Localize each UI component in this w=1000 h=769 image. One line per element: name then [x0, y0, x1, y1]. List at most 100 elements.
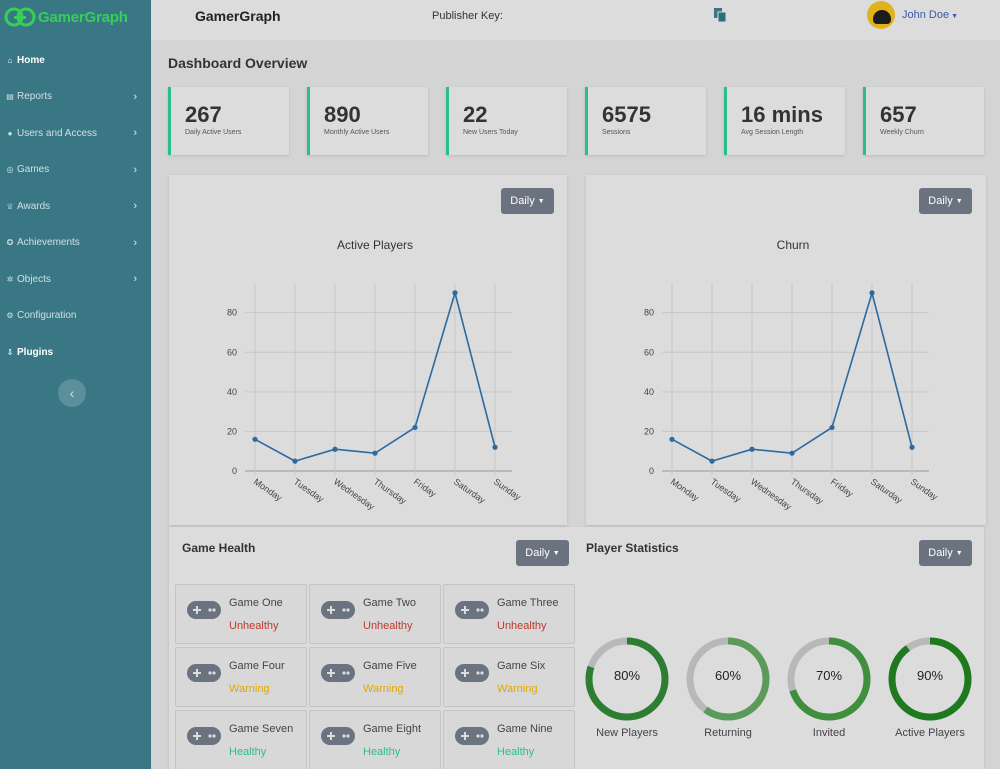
data-point[interactable]: [749, 446, 755, 452]
game-card[interactable]: Game Five Warning: [309, 647, 441, 707]
player-statistics-period-dropdown[interactable]: Daily ▼: [919, 540, 972, 566]
chevron-right-icon: ›: [133, 200, 137, 213]
avatar[interactable]: [867, 1, 895, 29]
data-point[interactable]: [869, 290, 875, 296]
game-card[interactable]: Game Seven Healthy: [175, 710, 307, 769]
ring-percent: 90%: [916, 668, 944, 683]
y-tick-label: 80: [227, 308, 237, 318]
sidebar-item-objects[interactable]: ✲ Objects ›: [0, 261, 151, 298]
chart-title: Active Players: [336, 238, 414, 252]
sidebar-collapse-button[interactable]: ‹: [58, 379, 86, 407]
dropdown-label: Daily: [525, 547, 550, 559]
stat-card: 6575 Sessions: [585, 87, 706, 155]
active-players-panel: Daily ▼ Active Players 0 20 40 60 80 Monday Tue…: [169, 175, 567, 525]
brand[interactable]: GamerGraph: [0, 0, 151, 34]
ring-percent: 80%: [613, 668, 641, 683]
stat-value: 657: [880, 102, 917, 127]
brand-name: GamerGraph: [38, 8, 128, 26]
game-card[interactable]: Game Nine Healthy: [443, 710, 575, 769]
game-name: Game Four: [229, 660, 285, 672]
x-tick-label: Sunday: [909, 476, 940, 502]
app-title: GamerGraph: [195, 8, 281, 24]
sidebar-item-plugins[interactable]: ⇩ Plugins: [0, 334, 151, 371]
sidebar-item-configuration[interactable]: ⚙ Configuration: [0, 298, 151, 335]
page-title: Dashboard Overview: [168, 55, 308, 71]
data-point[interactable]: [829, 424, 835, 431]
sidebar-item-users-and-access[interactable]: ● Users and Access ›: [0, 115, 151, 152]
ring-percent: 60%: [714, 668, 742, 683]
ring-graphic: [787, 637, 871, 721]
user-menu[interactable]: John Doe ▼: [902, 9, 959, 21]
gear-icon: ⚙: [6, 311, 14, 321]
progress-ring: 90%: [887, 636, 973, 722]
x-tick-label: Monday: [252, 476, 284, 503]
game-status: Unhealthy: [497, 620, 547, 632]
ring-graphic: [888, 637, 972, 721]
game-name: Game Five: [363, 660, 417, 672]
game-card[interactable]: Game Two Unhealthy: [309, 584, 441, 644]
trophy-icon: ♕: [6, 201, 14, 211]
game-card[interactable]: Game Eight Healthy: [309, 710, 441, 769]
player-statistics-title: Player Statistics: [586, 541, 679, 555]
dropdown-label: Daily: [928, 195, 953, 207]
game-name: Game One: [229, 597, 283, 609]
chevron-right-icon: ›: [133, 236, 137, 249]
dropdown-label: Daily: [510, 195, 535, 207]
y-tick-label: 80: [644, 308, 654, 318]
game-card[interactable]: Game Four Warning: [175, 647, 307, 707]
bottom-panel: Game Health Daily ▼ Game One Unhealthy Game…: [169, 527, 984, 769]
data-point[interactable]: [292, 458, 298, 464]
game-health-period-dropdown[interactable]: Daily ▼: [516, 540, 569, 566]
churn-panel: Daily ▼ Churn 0 20 40 60 80 Monday Tuesday Wedne…: [586, 175, 986, 525]
data-point[interactable]: [452, 290, 458, 296]
sidebar-item-reports[interactable]: ▤ Reports ›: [0, 79, 151, 116]
game-status: Unhealthy: [363, 620, 413, 632]
sidebar-item-games[interactable]: ◎ Games ›: [0, 152, 151, 189]
dropdown-label: Daily: [928, 547, 953, 559]
gamepad-icon: [187, 727, 221, 745]
game-status: Healthy: [363, 746, 401, 758]
y-tick-label: 60: [227, 347, 237, 357]
sidebar-item-label: Games: [17, 164, 50, 176]
x-tick-label: Friday: [412, 476, 439, 499]
game-card[interactable]: Game One Unhealthy: [175, 584, 307, 644]
objects-icon: ✲: [6, 274, 14, 284]
data-point[interactable]: [909, 444, 915, 450]
stat-label: Monthly Active Users: [324, 129, 390, 136]
stat-value: 6575: [602, 102, 651, 127]
data-point[interactable]: [252, 436, 258, 442]
sidebar-item-home[interactable]: ⌂ Home: [0, 42, 151, 79]
stat-value: 16 mins: [741, 102, 823, 127]
sidebar-item-label: Plugins: [17, 346, 54, 358]
progress-ring: 80%: [584, 636, 670, 722]
chevron-right-icon: ›: [133, 90, 137, 103]
data-point[interactable]: [412, 424, 418, 431]
game-card[interactable]: Game Three Unhealthy: [443, 584, 575, 644]
gamepad-icon: [455, 727, 489, 745]
sidebar-item-awards[interactable]: ♕ Awards ›: [0, 188, 151, 225]
x-tick-label: Friday: [829, 476, 856, 499]
data-point[interactable]: [669, 436, 675, 442]
churn-period-dropdown[interactable]: Daily ▼: [919, 188, 972, 214]
data-point[interactable]: [372, 450, 378, 456]
x-tick-label: Wednesday: [749, 476, 794, 512]
top-navbar: GamerGraph Publisher Key: John Doe ▼: [151, 0, 1000, 40]
y-tick-label: 40: [227, 387, 237, 397]
stat-value: 267: [185, 102, 222, 127]
active-players-period-dropdown[interactable]: Daily ▼: [501, 188, 554, 214]
gamepad-icon: [455, 601, 489, 619]
sidebar-item-achievements[interactable]: ✪ Achievements ›: [0, 225, 151, 262]
data-point[interactable]: [332, 446, 338, 452]
data-point[interactable]: [709, 458, 715, 464]
stat-card: 890 Monthly Active Users: [307, 87, 428, 155]
data-point[interactable]: [789, 450, 795, 456]
ring-label: Invited: [812, 727, 846, 739]
data-point[interactable]: [492, 444, 498, 450]
copy-icon[interactable]: [713, 7, 727, 23]
stat-card: 267 Daily Active Users: [168, 87, 289, 155]
game-card[interactable]: Game Six Warning: [443, 647, 575, 707]
game-name: Game Two: [363, 597, 416, 609]
gamepad-icon: [187, 664, 221, 682]
